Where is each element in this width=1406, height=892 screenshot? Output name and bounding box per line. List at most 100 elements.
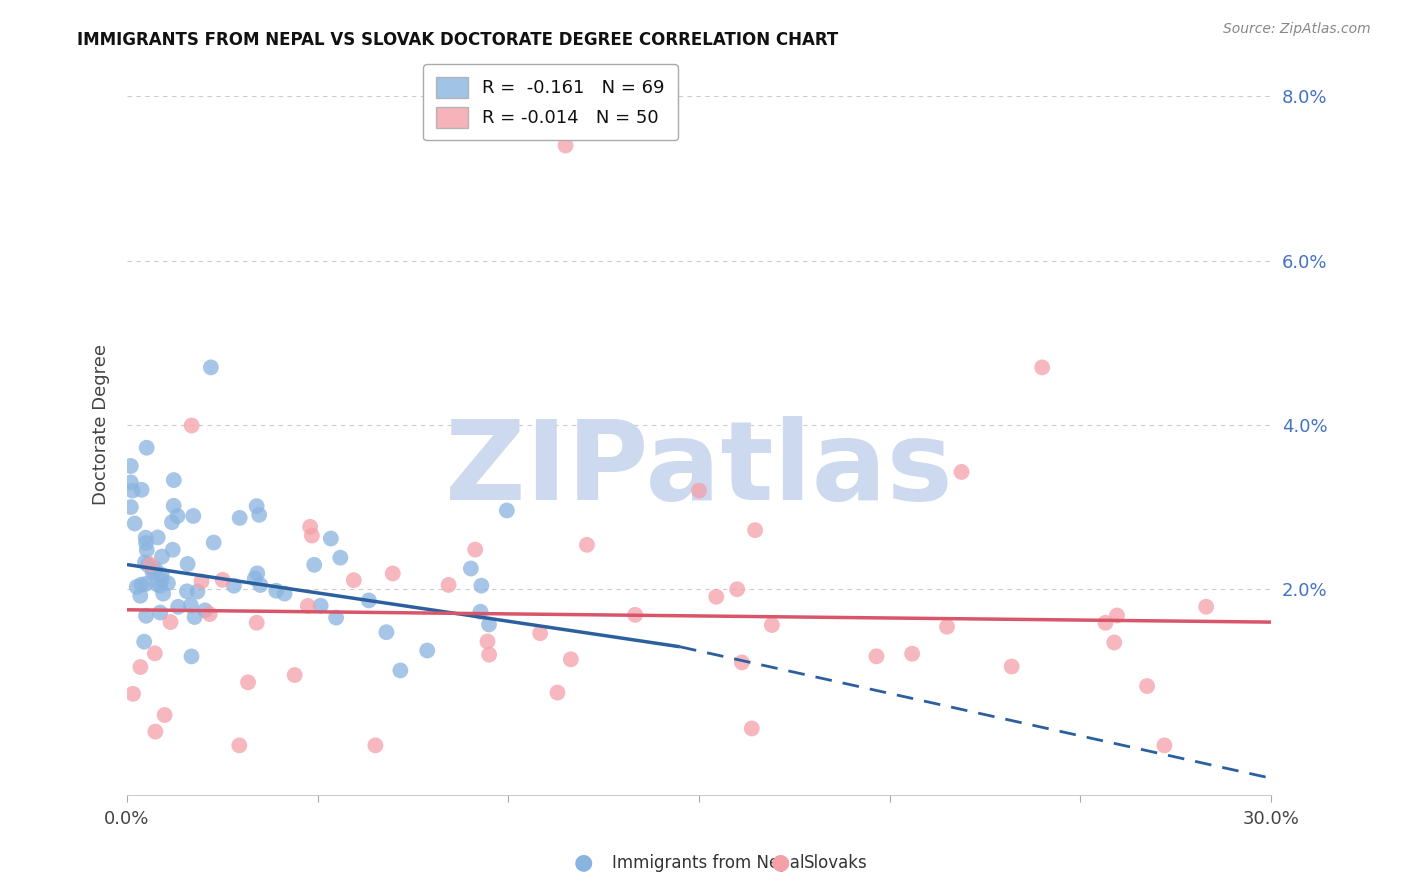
- Point: [243, 572, 266, 586]
- Point: [246, 499, 269, 513]
- Point: [200, 360, 222, 375]
- Point: [120, 475, 142, 490]
- Point: [343, 573, 366, 587]
- Point: [198, 607, 221, 621]
- Legend: R =  -0.161   N = 69, R = -0.014   N = 50: R = -0.161 N = 69, R = -0.014 N = 50: [423, 64, 678, 140]
- Point: [121, 483, 143, 498]
- Point: [416, 643, 439, 657]
- Text: Immigrants from Nepal: Immigrants from Nepal: [612, 855, 804, 872]
- Point: [143, 646, 166, 660]
- Point: [936, 620, 959, 634]
- Point: [309, 599, 332, 613]
- Point: [180, 599, 202, 613]
- Point: [143, 564, 166, 578]
- Point: [153, 708, 176, 723]
- Point: [741, 722, 763, 736]
- Point: [301, 528, 323, 542]
- Point: [160, 515, 183, 529]
- Point: [529, 626, 551, 640]
- Point: [495, 503, 517, 517]
- Point: [901, 647, 924, 661]
- Point: [120, 458, 142, 473]
- Point: [725, 582, 748, 597]
- Point: [194, 603, 217, 617]
- Point: [470, 579, 492, 593]
- Point: [159, 615, 181, 629]
- Point: [139, 558, 162, 572]
- Point: [120, 500, 142, 514]
- Point: [437, 578, 460, 592]
- Y-axis label: Doctorate Degree: Doctorate Degree: [93, 344, 110, 506]
- Point: [731, 656, 754, 670]
- Point: [1001, 659, 1024, 673]
- Point: [1031, 360, 1053, 375]
- Point: [146, 530, 169, 544]
- Point: [1195, 599, 1218, 614]
- Point: [624, 607, 647, 622]
- Point: [190, 574, 212, 589]
- Point: [744, 523, 766, 537]
- Point: [135, 543, 157, 558]
- Point: [325, 610, 347, 624]
- Point: [264, 583, 287, 598]
- Point: [460, 561, 482, 575]
- Point: [129, 589, 152, 603]
- Text: ZIPatlas: ZIPatlas: [446, 416, 953, 523]
- Point: [150, 549, 173, 564]
- Point: [297, 599, 319, 613]
- Point: [375, 625, 398, 640]
- Point: [152, 586, 174, 600]
- Point: [560, 652, 582, 666]
- Point: [135, 536, 157, 550]
- Point: [166, 509, 188, 524]
- Point: [761, 618, 783, 632]
- Point: [176, 557, 198, 571]
- Point: [228, 511, 250, 525]
- Point: [249, 578, 271, 592]
- Point: [131, 483, 153, 497]
- Point: [950, 465, 973, 479]
- Text: IMMIGRANTS FROM NEPAL VS SLOVAK DOCTORATE DEGREE CORRELATION CHART: IMMIGRANTS FROM NEPAL VS SLOVAK DOCTORAT…: [77, 31, 838, 49]
- Point: [704, 590, 727, 604]
- Point: [1136, 679, 1159, 693]
- Point: [122, 687, 145, 701]
- Point: [163, 473, 186, 487]
- Point: [247, 508, 270, 522]
- Point: [149, 579, 172, 593]
- Text: ●: ●: [770, 853, 790, 872]
- Point: [284, 668, 307, 682]
- Point: [357, 593, 380, 607]
- Text: Slovaks: Slovaks: [804, 855, 868, 872]
- Point: [364, 739, 387, 753]
- Point: [688, 483, 710, 498]
- Point: [246, 566, 269, 581]
- Point: [134, 555, 156, 569]
- Point: [143, 724, 166, 739]
- Point: [134, 634, 156, 648]
- Point: [554, 138, 576, 153]
- Point: [180, 418, 202, 433]
- Point: [156, 576, 179, 591]
- Point: [236, 675, 259, 690]
- Text: ●: ●: [574, 853, 593, 872]
- Point: [124, 516, 146, 531]
- Point: [477, 634, 499, 648]
- Point: [125, 580, 148, 594]
- Point: [222, 579, 245, 593]
- Point: [186, 584, 208, 599]
- Point: [865, 649, 887, 664]
- Point: [135, 441, 157, 455]
- Point: [1153, 739, 1175, 753]
- Point: [131, 577, 153, 591]
- Point: [167, 599, 190, 614]
- Point: [180, 649, 202, 664]
- Point: [299, 520, 322, 534]
- Point: [329, 550, 352, 565]
- Point: [246, 615, 269, 630]
- Point: [211, 573, 233, 587]
- Point: [389, 664, 412, 678]
- Point: [1094, 615, 1116, 630]
- Point: [464, 542, 486, 557]
- Point: [146, 577, 169, 591]
- Point: [135, 577, 157, 591]
